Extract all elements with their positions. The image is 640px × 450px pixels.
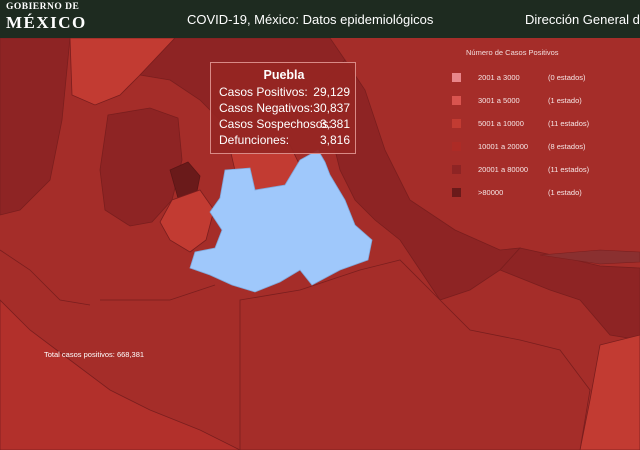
tooltip-label: Casos Sospechosos:: [219, 117, 332, 131]
legend-swatch: [452, 73, 461, 82]
app-title: COVID-19, México: Datos epidemiológicos: [187, 12, 434, 27]
state-border-2: [0, 249, 91, 306]
legend: Número de Casos Positivos 2001 a 3000 (0…: [440, 40, 636, 200]
tooltip-row: Casos Sospechosos: 3,381: [219, 117, 350, 133]
legend-range: 3001 a 5000: [478, 96, 520, 105]
state-region-nw[interactable]: [69, 38, 176, 106]
legend-range: 20001 a 80000: [478, 165, 529, 174]
tooltip-label: Casos Negativos:: [219, 101, 314, 115]
legend-count: (8 estados): [548, 142, 586, 151]
legend-swatch: [452, 188, 461, 197]
tooltip-label: Casos Positivos:: [219, 85, 308, 99]
tooltip-value: 29,129: [313, 85, 350, 99]
agency-name: Dirección General de: [525, 12, 640, 27]
tooltip-value: 3,381: [319, 117, 350, 131]
state-region-west[interactable]: [0, 38, 71, 216]
header-bar: GOBIERNO DE MÉXICO COVID-19, México: Dat…: [0, 0, 640, 38]
state-region-small[interactable]: [159, 189, 215, 253]
legend-swatch: [452, 96, 461, 105]
state-tooltip: Puebla Casos Positivos: 29,129 Casos Neg…: [210, 62, 356, 154]
tooltip-row: Defunciones: 3,816: [219, 133, 350, 149]
legend-swatch: [452, 142, 461, 151]
tooltip-row: Casos Negativos: 30,837: [219, 101, 350, 117]
total-cases-label: Total casos positivos: 668,381: [44, 350, 145, 359]
legend-range: 10001 a 20000: [478, 142, 529, 151]
state-region-southwest[interactable]: [0, 299, 241, 450]
gobierno-logo[interactable]: GOBIERNO DE MÉXICO: [6, 2, 87, 32]
tooltip-row: Casos Positivos: 29,129: [219, 85, 350, 101]
state-region-south-east[interactable]: [579, 334, 640, 450]
logo-line1: GOBIERNO DE: [6, 2, 80, 12]
state-border-1: [100, 284, 216, 301]
legend-swatch: [452, 165, 461, 174]
legend-count: (11 estados): [548, 119, 590, 128]
legend-swatch: [452, 119, 461, 128]
state-region-south[interactable]: [239, 259, 591, 450]
legend-range: >80000: [478, 188, 504, 197]
tooltip-label: Defunciones:: [219, 133, 290, 147]
legend-title: Número de Casos Positivos: [466, 48, 559, 57]
state-region-gulf[interactable]: [319, 59, 521, 301]
tooltip-title: Puebla: [263, 68, 305, 82]
tooltip-value: 30,837: [313, 101, 350, 115]
state-region-coast[interactable]: [539, 249, 640, 265]
legend-range: 5001 a 10000: [478, 119, 524, 128]
tooltip-value: 3,816: [319, 133, 350, 147]
legend-count: (0 estados): [548, 73, 586, 82]
legend-range: 2001 a 3000: [478, 73, 520, 82]
state-puebla[interactable]: [189, 149, 373, 293]
legend-count: (1 estado): [548, 188, 582, 197]
legend-count: (1 estado): [548, 96, 582, 105]
logo-line2: MÉXICO: [6, 12, 87, 32]
state-region-center-west[interactable]: [99, 107, 183, 227]
state-region-southeast[interactable]: [499, 247, 640, 341]
legend-count: (11 estados): [548, 165, 590, 174]
state-region-dark[interactable]: [169, 161, 201, 199]
